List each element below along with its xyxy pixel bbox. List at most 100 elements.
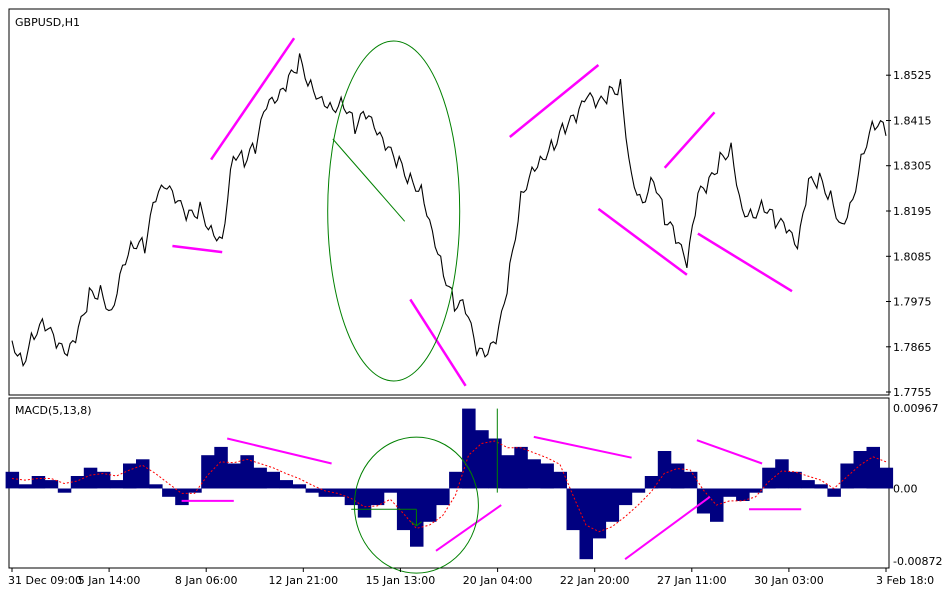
macd-bar [670, 463, 685, 489]
price-series [11, 53, 887, 368]
macd-trendline [226, 437, 332, 465]
price-y-tick-label: 1.8085 [893, 250, 932, 263]
price-y-tick-label: 1.7755 [893, 386, 932, 399]
macd-bar [253, 467, 267, 489]
macd-bar [57, 488, 72, 493]
macd-y-tick-label: -0.00872 [893, 555, 942, 568]
macd-bar [344, 488, 359, 506]
macd-bar [370, 488, 385, 506]
indicator-title: MACD(5,13,8) [15, 404, 92, 417]
macd-bar [475, 430, 489, 489]
macd-bar [423, 488, 437, 522]
macd-ellipse [353, 436, 479, 574]
macd-bar [162, 488, 176, 497]
macd-bar [436, 488, 450, 506]
macd-bar [109, 480, 124, 489]
macd-bar [775, 459, 789, 489]
macd-bar [592, 488, 607, 539]
x-axis-labels: 31 Dec 09:005 Jan 14:00 8 Jan 06:00 12 Jan… [8, 568, 934, 587]
price-line [11, 53, 887, 368]
x-tick-label: 15 Jan 13:00 [366, 574, 436, 587]
macd-bar [488, 438, 502, 489]
macd-bar [579, 488, 593, 560]
macd-bar [657, 451, 672, 489]
macd-bar [762, 467, 776, 489]
macd-bar [566, 488, 580, 531]
price-y-tick-label: 1.8525 [893, 69, 932, 82]
price-trendline [697, 232, 793, 293]
macd-bar [788, 471, 802, 489]
macd-panel-frame [8, 397, 890, 569]
price-y-tick-label: 1.7865 [893, 341, 932, 354]
price-annotation-line [332, 138, 406, 222]
macd-bar [240, 455, 254, 489]
macd-bar [44, 480, 59, 489]
macd-bar [383, 488, 398, 493]
macd-y-tick-label: 0.00 [893, 483, 918, 496]
macd-bar [188, 488, 202, 493]
macd-bar [723, 488, 737, 497]
macd-bar [644, 476, 659, 489]
macd-bar [879, 467, 894, 489]
macd-annotation-arrow [416, 521, 422, 527]
x-tick-label: 8 Jan 06:00 [175, 574, 238, 587]
macd-bar [201, 455, 215, 489]
macd-trendline [533, 435, 632, 459]
macd-bar [96, 471, 111, 489]
price-y-tick-label: 1.8415 [893, 115, 932, 128]
macd-bar [683, 471, 698, 489]
macd-bar [279, 480, 293, 489]
price-trendline [172, 244, 223, 254]
macd-bar [318, 488, 333, 497]
x-tick-label: 30 Jan 03:00 [754, 574, 824, 587]
macd-y-tick-label: 0.00967 [893, 402, 939, 415]
x-tick-label: 5 Jan 14:00 [78, 574, 141, 587]
macd-bar [514, 446, 528, 489]
macd-trendline [624, 495, 711, 561]
macd-bar [553, 471, 567, 489]
x-tick-label: 3 Feb 18:0 [876, 574, 934, 587]
macd-bar [866, 446, 880, 489]
x-tick-label: 20 Jan 04:00 [463, 574, 533, 587]
x-tick-label: 22 Jan 20:00 [560, 574, 630, 587]
y-axis-labels: 1.8525 1.8415 1.8305 1.8195 1.8085 1.7975 1.78… [886, 69, 942, 568]
macd-bar [736, 488, 750, 501]
macd-signal-line [11, 440, 887, 533]
macd-bar [462, 408, 476, 489]
x-tick-label: 27 Jan 11:00 [657, 574, 727, 587]
macd-bar [853, 451, 867, 489]
macd-bar [357, 488, 372, 518]
macd-bar [631, 488, 646, 493]
x-tick-label: 12 Jan 21:00 [268, 574, 338, 587]
macd-trendline [696, 439, 763, 465]
macd-bar [214, 446, 228, 489]
macd-bar [605, 488, 620, 522]
macd-bar [801, 480, 815, 489]
macd-bar [814, 484, 828, 489]
x-tick-label: 31 Dec 09:00 [8, 574, 82, 587]
symbol-title: GBPUSD,H1 [15, 16, 80, 29]
price-trendline [663, 111, 716, 169]
macd-histogram [5, 408, 894, 560]
macd-bar [31, 476, 46, 489]
trend-annotations [172, 37, 802, 574]
macd-bar [749, 488, 763, 493]
price-panel-frame [8, 8, 890, 396]
macd-bar [123, 463, 137, 489]
price-ellipse [327, 40, 461, 382]
macd-bar [83, 467, 98, 489]
price-y-tick-label: 1.8195 [893, 205, 932, 218]
macd-bar [331, 488, 346, 497]
macd-bar [266, 471, 280, 489]
price-y-tick-label: 1.7975 [893, 296, 932, 309]
price-trendline [597, 207, 688, 276]
macd-bar [292, 484, 307, 489]
macd-bar [527, 459, 541, 489]
macd-bar [840, 463, 854, 489]
price-trendline [210, 37, 296, 161]
macd-annotation-arrow [410, 521, 417, 527]
price-y-tick-label: 1.8305 [893, 160, 932, 173]
macd-bar [227, 463, 241, 489]
macd-bar [18, 484, 33, 489]
macd-bar [136, 459, 150, 489]
